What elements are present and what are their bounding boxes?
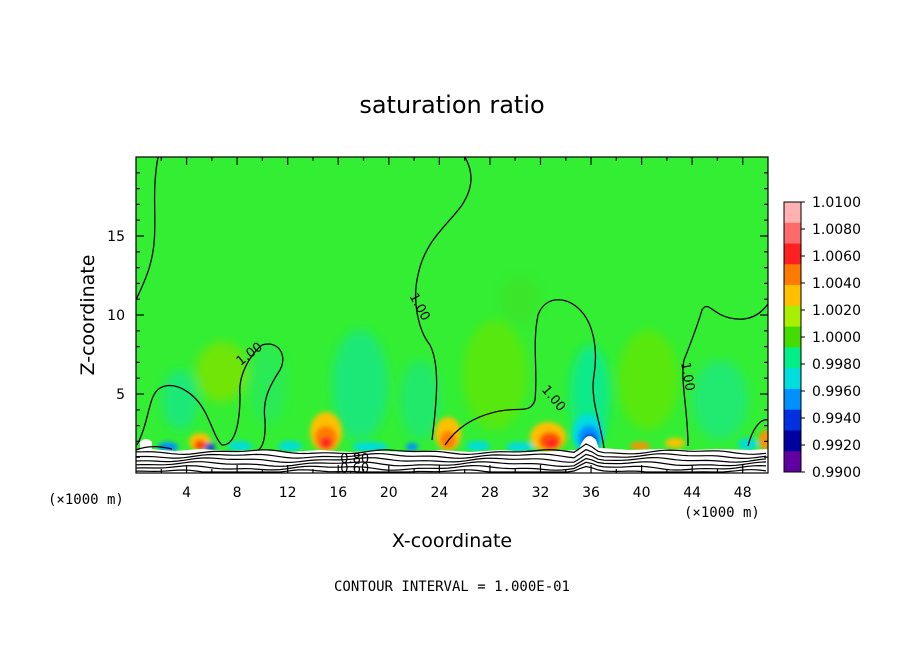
ground-contour-line xyxy=(136,465,767,473)
x-tick-label: 32 xyxy=(532,485,550,501)
colorbar-swatch xyxy=(784,305,801,328)
contour-lines xyxy=(136,157,768,451)
x-tick-label: 16 xyxy=(329,485,347,501)
colorbar-level-label: 1.0000 xyxy=(812,330,861,346)
colorbar-level-label: 1.0040 xyxy=(812,276,861,292)
x-tick-label: 28 xyxy=(481,485,499,501)
colorbar-swatch xyxy=(784,326,801,348)
ground-contour-line xyxy=(136,457,767,468)
y-axis-title: Z-coordinate xyxy=(77,255,99,376)
x-tick-label: 8 xyxy=(233,485,242,501)
colorbar-level-label: 0.9940 xyxy=(812,411,861,427)
plot-area: 1.001.001.001.000.800.60 xyxy=(135,156,769,477)
colorbar-swatch xyxy=(784,243,801,265)
x-unit-label-left: (×1000 m) xyxy=(48,492,124,508)
colorbar-swatch xyxy=(784,202,801,224)
y-tick-labels: 5 10 15 xyxy=(107,229,125,403)
colorbar-level-label: 1.0100 xyxy=(812,195,861,211)
x-tick-label: 12 xyxy=(279,485,297,501)
chart-title: saturation ratio xyxy=(359,91,544,119)
y-tick-label: 15 xyxy=(107,229,125,245)
colorbar-level-label: 1.0060 xyxy=(812,249,861,265)
colorbar-level-label: 0.9900 xyxy=(812,465,861,481)
colorbar-swatch xyxy=(784,285,801,307)
x-tick-label: 24 xyxy=(430,485,448,501)
colorbar-level-label: 0.9920 xyxy=(812,438,861,454)
colorbar xyxy=(783,201,805,473)
x-tick-labels: 4 8 12 16 20 24 28 32 36 40 44 48 xyxy=(182,485,752,501)
colorbar-swatch xyxy=(784,388,801,411)
x-unit-label-right: (×1000 m) xyxy=(684,505,760,521)
contour-label: 1.00 xyxy=(677,361,697,392)
ground-contour-line xyxy=(136,453,767,464)
colorbar-swatch xyxy=(784,222,801,245)
colorbar-swatch xyxy=(784,347,801,369)
colorbar-level-label: 1.0020 xyxy=(812,303,861,319)
colorbar-level-label: 0.9980 xyxy=(812,357,861,373)
x-tick-label: 4 xyxy=(182,485,191,501)
colorbar-swatch xyxy=(784,264,801,286)
ground-contour-line xyxy=(136,461,767,471)
colorbar-labels: 1.0100 1.0080 1.0060 1.0040 1.0020 1.0000 0.99… xyxy=(812,195,861,481)
contour-interval-note: CONTOUR INTERVAL = 1.000E-01 xyxy=(334,579,570,595)
x-tick-label: 36 xyxy=(582,485,600,501)
axis-tick-marks xyxy=(136,157,768,473)
x-axis-title: X-coordinate xyxy=(392,530,512,552)
colorbar-level-label: 0.9960 xyxy=(812,384,861,400)
ground-contours xyxy=(136,443,767,473)
colorbar-level-label: 1.0080 xyxy=(812,222,861,238)
x-tick-label: 40 xyxy=(633,485,651,501)
y-tick-label: 5 xyxy=(116,387,125,403)
colorbar-swatch xyxy=(784,409,801,431)
contour-label: 0.80 xyxy=(340,452,369,467)
x-tick-label: 20 xyxy=(380,485,398,501)
colorbar-swatch xyxy=(784,451,801,473)
ground-contour-line xyxy=(136,448,767,460)
colorbar-swatch xyxy=(784,368,801,390)
y-tick-label: 10 xyxy=(107,308,125,324)
colorbar-swatch xyxy=(784,430,801,452)
x-tick-label: 44 xyxy=(683,485,701,501)
x-tick-label: 48 xyxy=(734,485,752,501)
contour-label: 0.60 xyxy=(340,462,369,477)
ground-contour-line xyxy=(136,443,767,456)
